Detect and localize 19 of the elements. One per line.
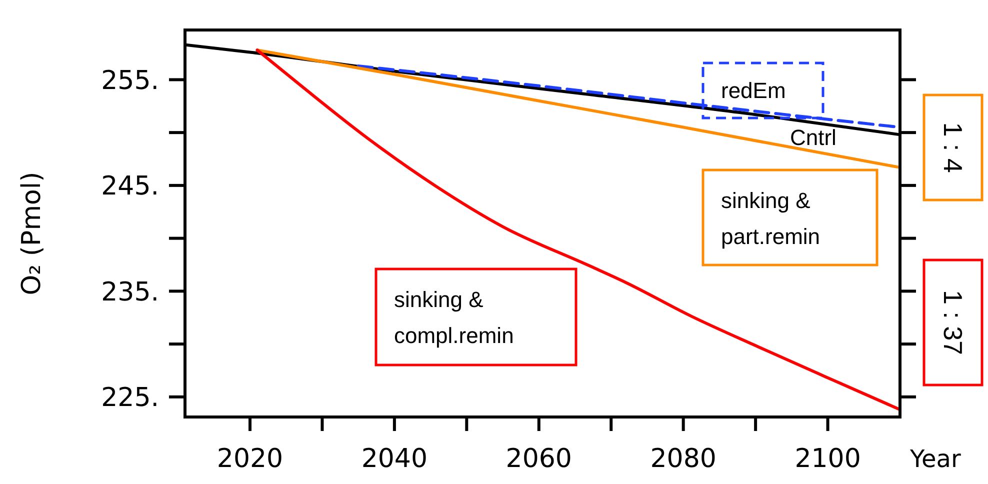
line-series — [256, 48, 902, 412]
x-tick-label: 2020 — [216, 444, 284, 474]
x-tick-label: 2040 — [361, 444, 428, 474]
text: 1 : 37 — [938, 290, 968, 356]
x-axis-title: Year — [909, 445, 961, 473]
text: 1 : 4 — [938, 122, 968, 173]
y-tick-label: 245. — [101, 172, 159, 202]
x-tick-label: 2100 — [794, 444, 861, 474]
y-tick-label: 225. — [101, 383, 159, 414]
y-tick-label: 255. — [101, 66, 159, 96]
y-axis-title: O₂ (Pmol) — [17, 172, 47, 296]
series-label: Cntrl — [790, 125, 836, 150]
x-tick-label: 2080 — [650, 444, 716, 474]
text: sinking & compl.remin — [394, 287, 514, 348]
series-label: redEm — [721, 78, 786, 103]
line-series — [256, 48, 902, 169]
x-tick-label: 2060 — [506, 444, 572, 474]
y-tick-label: 235. — [101, 277, 159, 308]
series-label: sinking & part.remin — [721, 188, 820, 249]
